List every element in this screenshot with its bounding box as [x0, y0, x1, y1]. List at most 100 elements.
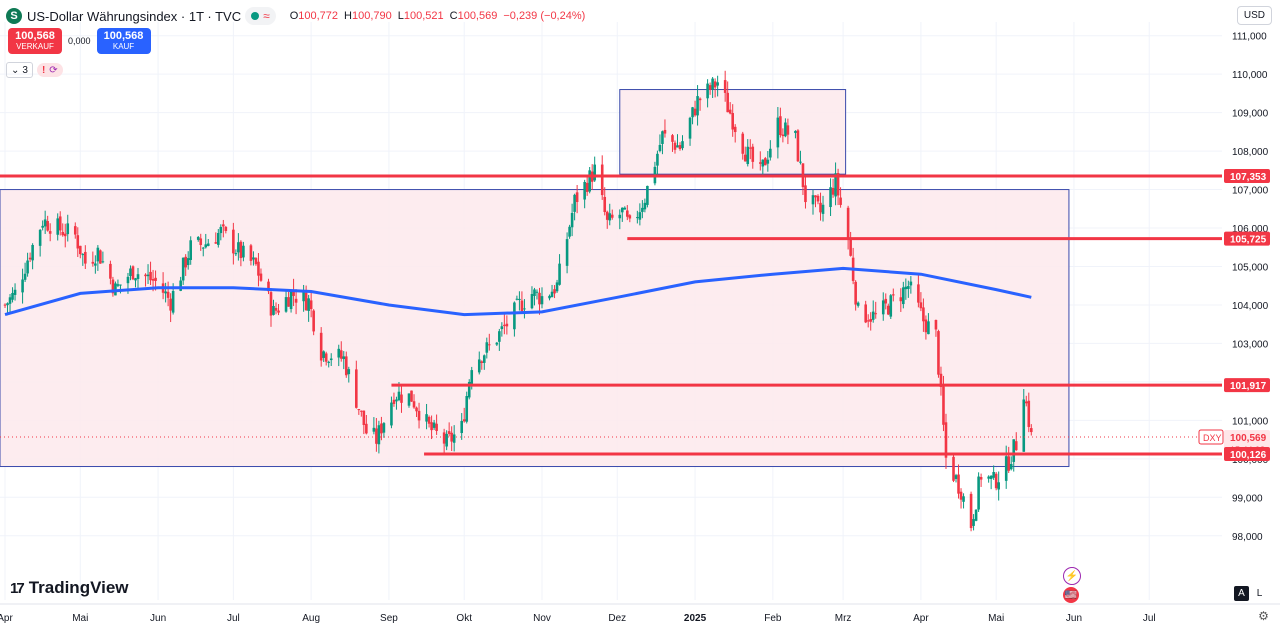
candle-body [681, 141, 684, 149]
candle-body [626, 210, 629, 217]
candle-body [111, 279, 115, 294]
event-us-flag-icon[interactable]: 🇺🇸 [1063, 587, 1079, 603]
candle-body [6, 303, 9, 306]
candle-body [116, 284, 120, 286]
candle-body [706, 83, 709, 99]
candle-body [319, 332, 323, 361]
currency-select[interactable]: USD [1236, 6, 1272, 25]
time-tick-label: Sep [380, 613, 398, 624]
candle-body [899, 297, 903, 302]
candle-body [671, 135, 674, 142]
candle-body [184, 256, 187, 268]
candle-body [1024, 401, 1028, 404]
candle-body [716, 82, 719, 86]
candle-body [957, 474, 960, 494]
candle-body [962, 496, 965, 502]
settings-gear-icon[interactable]: ⚙ [1258, 608, 1269, 623]
candle-body [583, 181, 586, 200]
candle-body [109, 263, 112, 279]
candle-body [678, 145, 682, 150]
candle-body [395, 399, 398, 402]
candle-body [942, 386, 945, 425]
candle-body [482, 355, 486, 363]
event-bolt-icon[interactable]: ⚡ [1063, 567, 1081, 585]
candle-body [751, 146, 755, 162]
candle-body [588, 170, 591, 192]
price-tick-label: 107,000 [1232, 186, 1269, 197]
candle-body [224, 226, 228, 231]
price-tick-label: 99,000 [1232, 493, 1263, 504]
candle-body [979, 477, 983, 480]
market-status[interactable]: ≈ [245, 7, 276, 25]
candle-body [1007, 456, 1011, 471]
candle-body [610, 214, 614, 218]
candle-body [922, 307, 925, 322]
candle-body [568, 226, 571, 237]
candle-body [339, 350, 343, 359]
price-tick-label: 109,000 [1232, 109, 1269, 120]
candle-body [277, 310, 280, 313]
auto-scale-button[interactable]: A [1234, 586, 1249, 601]
sell-button[interactable]: 100,568 VERKAUF [8, 28, 62, 54]
ohlc-close: C100,569 [449, 10, 498, 22]
candle-body [136, 274, 140, 279]
candle-body [764, 158, 767, 166]
candle-body [189, 240, 193, 260]
candle-body [934, 319, 938, 330]
price-tick-label: 104,000 [1232, 301, 1269, 312]
candle-body [442, 432, 446, 444]
candle-body [804, 185, 807, 203]
candle-body [357, 409, 361, 411]
candle-body [954, 475, 958, 479]
ohlc-change: −0,239 (−0,24%) [503, 10, 586, 22]
candle-body [530, 294, 534, 309]
candle-body [520, 300, 524, 312]
candle-body [889, 295, 893, 317]
candle-body [344, 356, 348, 376]
buy-button[interactable]: 100,568 KAUF [96, 28, 151, 54]
candle-body [435, 423, 438, 431]
candle-body [480, 361, 484, 363]
candle-body [723, 80, 727, 93]
candle-body [151, 279, 155, 281]
symbol-tag: DXY [1203, 433, 1222, 443]
trade-panel: 100,568 VERKAUF 0,000 100,568 KAUF [8, 28, 151, 54]
candle-body [477, 359, 481, 373]
candle-body [902, 287, 905, 305]
candle-body [904, 286, 908, 290]
candle-body [470, 370, 474, 384]
indicators-toggle[interactable]: ⌄ 3 [6, 62, 33, 78]
candle-body [201, 247, 205, 249]
candle-body [909, 281, 913, 286]
candle-body [952, 456, 955, 481]
candle-body [485, 342, 489, 353]
rectangle-drawing-1 [0, 189, 1070, 468]
candle-body [1009, 463, 1013, 470]
candle-body [415, 407, 418, 412]
candle-body [101, 261, 105, 263]
candle-body [31, 244, 34, 261]
candle-body [272, 306, 275, 315]
tradingview-logo[interactable]: 17 TradingView [10, 578, 129, 598]
indicator-status-badge[interactable]: ! ⟳ [36, 63, 63, 77]
candle-body [618, 214, 622, 219]
candle-body [99, 250, 102, 264]
time-tick-label: Dez [608, 613, 626, 624]
candle-body [43, 219, 47, 227]
sell-label: VERKAUF [16, 41, 54, 51]
candle-body [864, 304, 867, 323]
symbol-title[interactable]: US-Dollar Währungsindex · 1T · TVC [27, 8, 242, 24]
candle-body [392, 399, 396, 404]
time-tick-label: Mrz [835, 613, 852, 624]
candle-body [555, 282, 559, 292]
candle-body [377, 425, 381, 445]
candle-body [726, 92, 729, 113]
candle-body [713, 81, 717, 88]
candle-body [776, 117, 780, 148]
candle-body [452, 434, 456, 443]
candle-body [831, 187, 835, 195]
candle-body [917, 284, 920, 303]
symbol-header[interactable]: S US-Dollar Währungsindex · 1T · TVC ≈ O… [6, 6, 585, 26]
log-scale-button[interactable]: L [1256, 588, 1263, 599]
